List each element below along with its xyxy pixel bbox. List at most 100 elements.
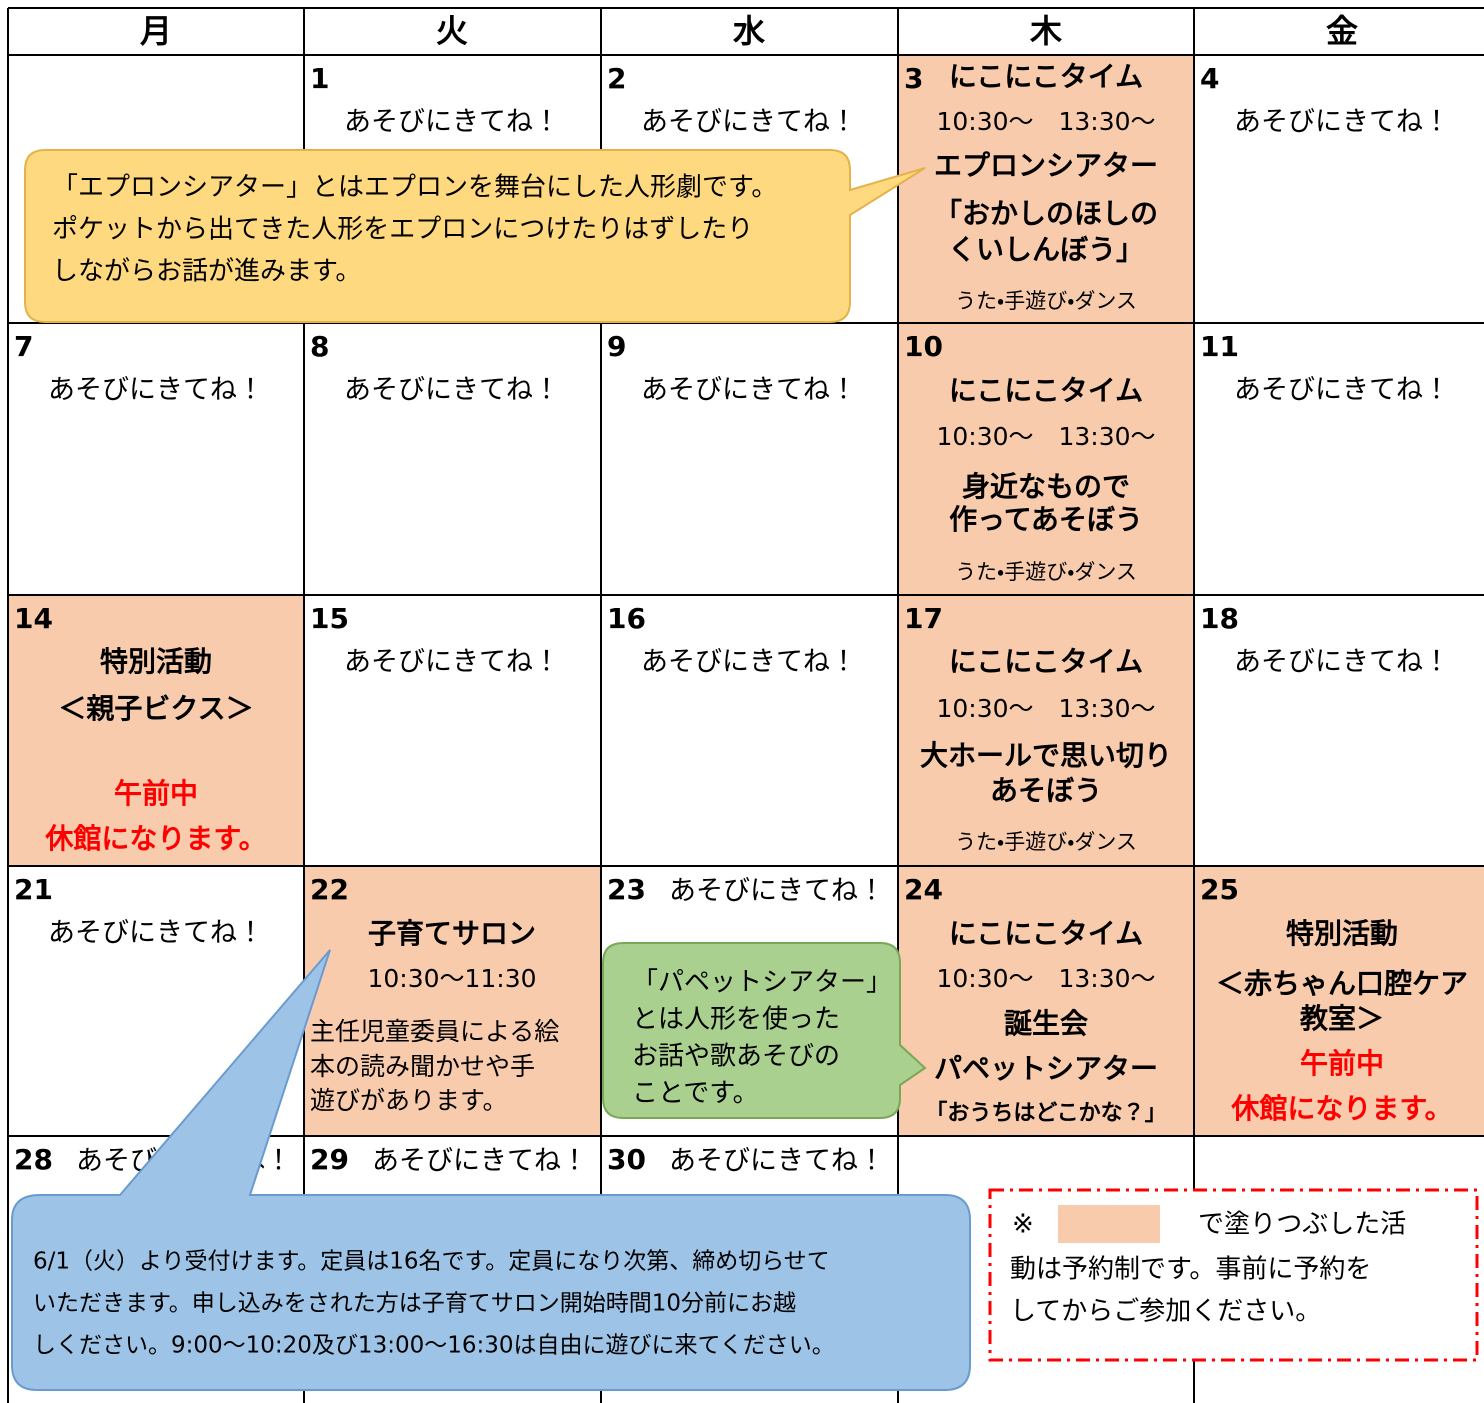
date: 21 xyxy=(14,873,53,906)
cell-text: あそびにきてね！ xyxy=(641,375,857,406)
note-mark: ※ xyxy=(1012,1210,1034,1240)
cell-text: 大ホールで思い切り xyxy=(920,739,1172,772)
cell-text: ＜親子ビクス＞ xyxy=(58,692,253,725)
cell-text: 10:30〜 13:30〜 xyxy=(936,422,1155,451)
salon-callout: 6/1（火）より受付けます。定員は16名です。定員になり次第、締め切らせて いた… xyxy=(11,949,971,1391)
cell xyxy=(1194,55,1484,323)
callout-text: 「エプロンシアター」とはエプロンを舞台にした人形劇です。 xyxy=(52,173,777,203)
reservation-note: ※ で塗りつぶした活 動は予約制です。事前に予約を してからご参加ください。 xyxy=(988,1188,1479,1362)
cell xyxy=(601,595,898,866)
note-text: で塗りつぶした活 xyxy=(1198,1210,1406,1240)
callout-bubble xyxy=(24,149,926,323)
cell-text: あそびにきてね！ xyxy=(344,375,560,406)
cell xyxy=(304,595,601,866)
cell-text: パペットシアター xyxy=(934,1052,1158,1085)
callout-bubble xyxy=(11,949,971,1391)
cell-text: 「おかしのほしの xyxy=(934,197,1158,230)
cell-text: 身近なもので xyxy=(962,470,1130,503)
date: 25 xyxy=(1200,873,1239,906)
cell-text: あそびにきてね！ xyxy=(641,107,857,138)
day-header: 火 xyxy=(436,12,468,50)
cell-text: 10:30〜 13:30〜 xyxy=(936,694,1155,723)
date: 30 xyxy=(607,1143,646,1176)
date: 29 xyxy=(310,1143,349,1176)
cell xyxy=(898,595,1194,866)
date: 16 xyxy=(607,602,646,635)
cell xyxy=(898,866,1194,1136)
date: 22 xyxy=(310,873,349,906)
cell-text: 休館になります。 xyxy=(44,822,266,855)
date: 23 xyxy=(607,873,646,906)
cell-text: あそびにきてね！ xyxy=(372,1146,588,1177)
cell-text: あそびにきてね！ xyxy=(669,876,885,907)
cell-text: 10:30〜 13:30〜 xyxy=(936,964,1155,993)
date: 17 xyxy=(904,602,943,635)
cell-text: エプロンシアター xyxy=(934,149,1158,182)
apron-callout: 「エプロンシアター」とはエプロンを舞台にした人形劇です。 ポケットから出てきた人… xyxy=(24,149,926,323)
day-header: 月 xyxy=(140,12,172,50)
date: 4 xyxy=(1200,62,1219,95)
callout-text: お話や歌あそびの xyxy=(632,1042,840,1072)
cell xyxy=(1194,595,1484,866)
note-text: 動は予約制です。事前に予約を xyxy=(1010,1255,1371,1285)
cell-text: 本の読み聞かせや手 xyxy=(310,1052,535,1081)
cell-text: 「おうちはどこかな？」 xyxy=(925,1101,1166,1126)
note-text: してからご参加ください。 xyxy=(1010,1297,1321,1327)
cell-text: 休館になります。 xyxy=(1230,1092,1452,1125)
cell-text: 主任児童委員による絵 xyxy=(310,1017,559,1046)
cell-text: ＜赤ちゃん口腔ケア xyxy=(1216,967,1468,1000)
puppet-callout: 「パペットシアター」 とは人形を使った お話や歌あそびの ことです。 xyxy=(602,942,927,1119)
cell-text: あそびにきてね！ xyxy=(344,107,560,138)
shade-swatch xyxy=(1058,1205,1160,1243)
date: 9 xyxy=(607,330,626,363)
callout-text: ポケットから出てきた人形をエプロンにつけたりはずしたり xyxy=(52,215,753,245)
cell-text: 遊びがあります。 xyxy=(310,1086,508,1115)
date: 28 xyxy=(14,1143,53,1176)
cell xyxy=(1194,866,1484,1136)
cell xyxy=(304,866,601,1136)
cell-text: あそびにきてね！ xyxy=(48,918,264,949)
callout-text: 「パペットシアター」 xyxy=(632,968,892,998)
cell-text: 午前中 xyxy=(114,777,198,810)
cell-text: あそびにきてね！ xyxy=(1234,107,1450,138)
callout-bubble xyxy=(602,942,927,1119)
date: 3 xyxy=(904,62,923,95)
cell xyxy=(601,323,898,595)
cell xyxy=(8,595,304,866)
date: 24 xyxy=(904,873,943,906)
cell-text: 午前中 xyxy=(1300,1047,1384,1080)
cell-text: あそびにきてね！ xyxy=(48,375,264,406)
day-header: 金 xyxy=(1326,12,1358,50)
cell-text: あそびにきてね！ xyxy=(344,647,560,678)
cell-text: 教室＞ xyxy=(1299,1002,1384,1035)
cell-text: くいしんぼう」 xyxy=(948,233,1144,266)
date: 1 xyxy=(310,62,329,95)
cell xyxy=(1194,323,1484,595)
cell-text: うた・手遊び・ダンス xyxy=(955,830,1137,854)
date: 2 xyxy=(607,62,626,95)
date: 15 xyxy=(310,602,349,635)
cell-text: あそびにきてね！ xyxy=(669,1146,885,1177)
cell xyxy=(898,55,1194,323)
cell-text: 10:30〜 13:30〜 xyxy=(936,107,1155,136)
callout-text: とは人形を使った xyxy=(632,1005,840,1035)
date: 18 xyxy=(1200,602,1239,635)
date: 7 xyxy=(14,330,33,363)
cell-text: にこにこタイム xyxy=(949,374,1143,407)
callout-text: しながらお話が進みます。 xyxy=(52,257,361,287)
cell-text: にこにこタイム xyxy=(949,645,1143,678)
cell-text: うた・手遊び・ダンス xyxy=(955,289,1137,313)
date: 14 xyxy=(14,602,53,635)
cell xyxy=(8,323,304,595)
cell-text: 特別活動 xyxy=(1286,917,1398,950)
cell-text: うた・手遊び・ダンス xyxy=(955,560,1137,584)
cell-text: にこにこタイム xyxy=(949,60,1143,93)
cell-text: あそびにきてね！ xyxy=(1234,647,1450,678)
cell-text: 10:30〜11:30 xyxy=(367,964,536,993)
cell-text: あそびにきてね！ xyxy=(641,647,857,678)
cell xyxy=(898,323,1194,595)
callout-text: ことです。 xyxy=(632,1079,759,1109)
day-header: 木 xyxy=(1029,12,1062,50)
